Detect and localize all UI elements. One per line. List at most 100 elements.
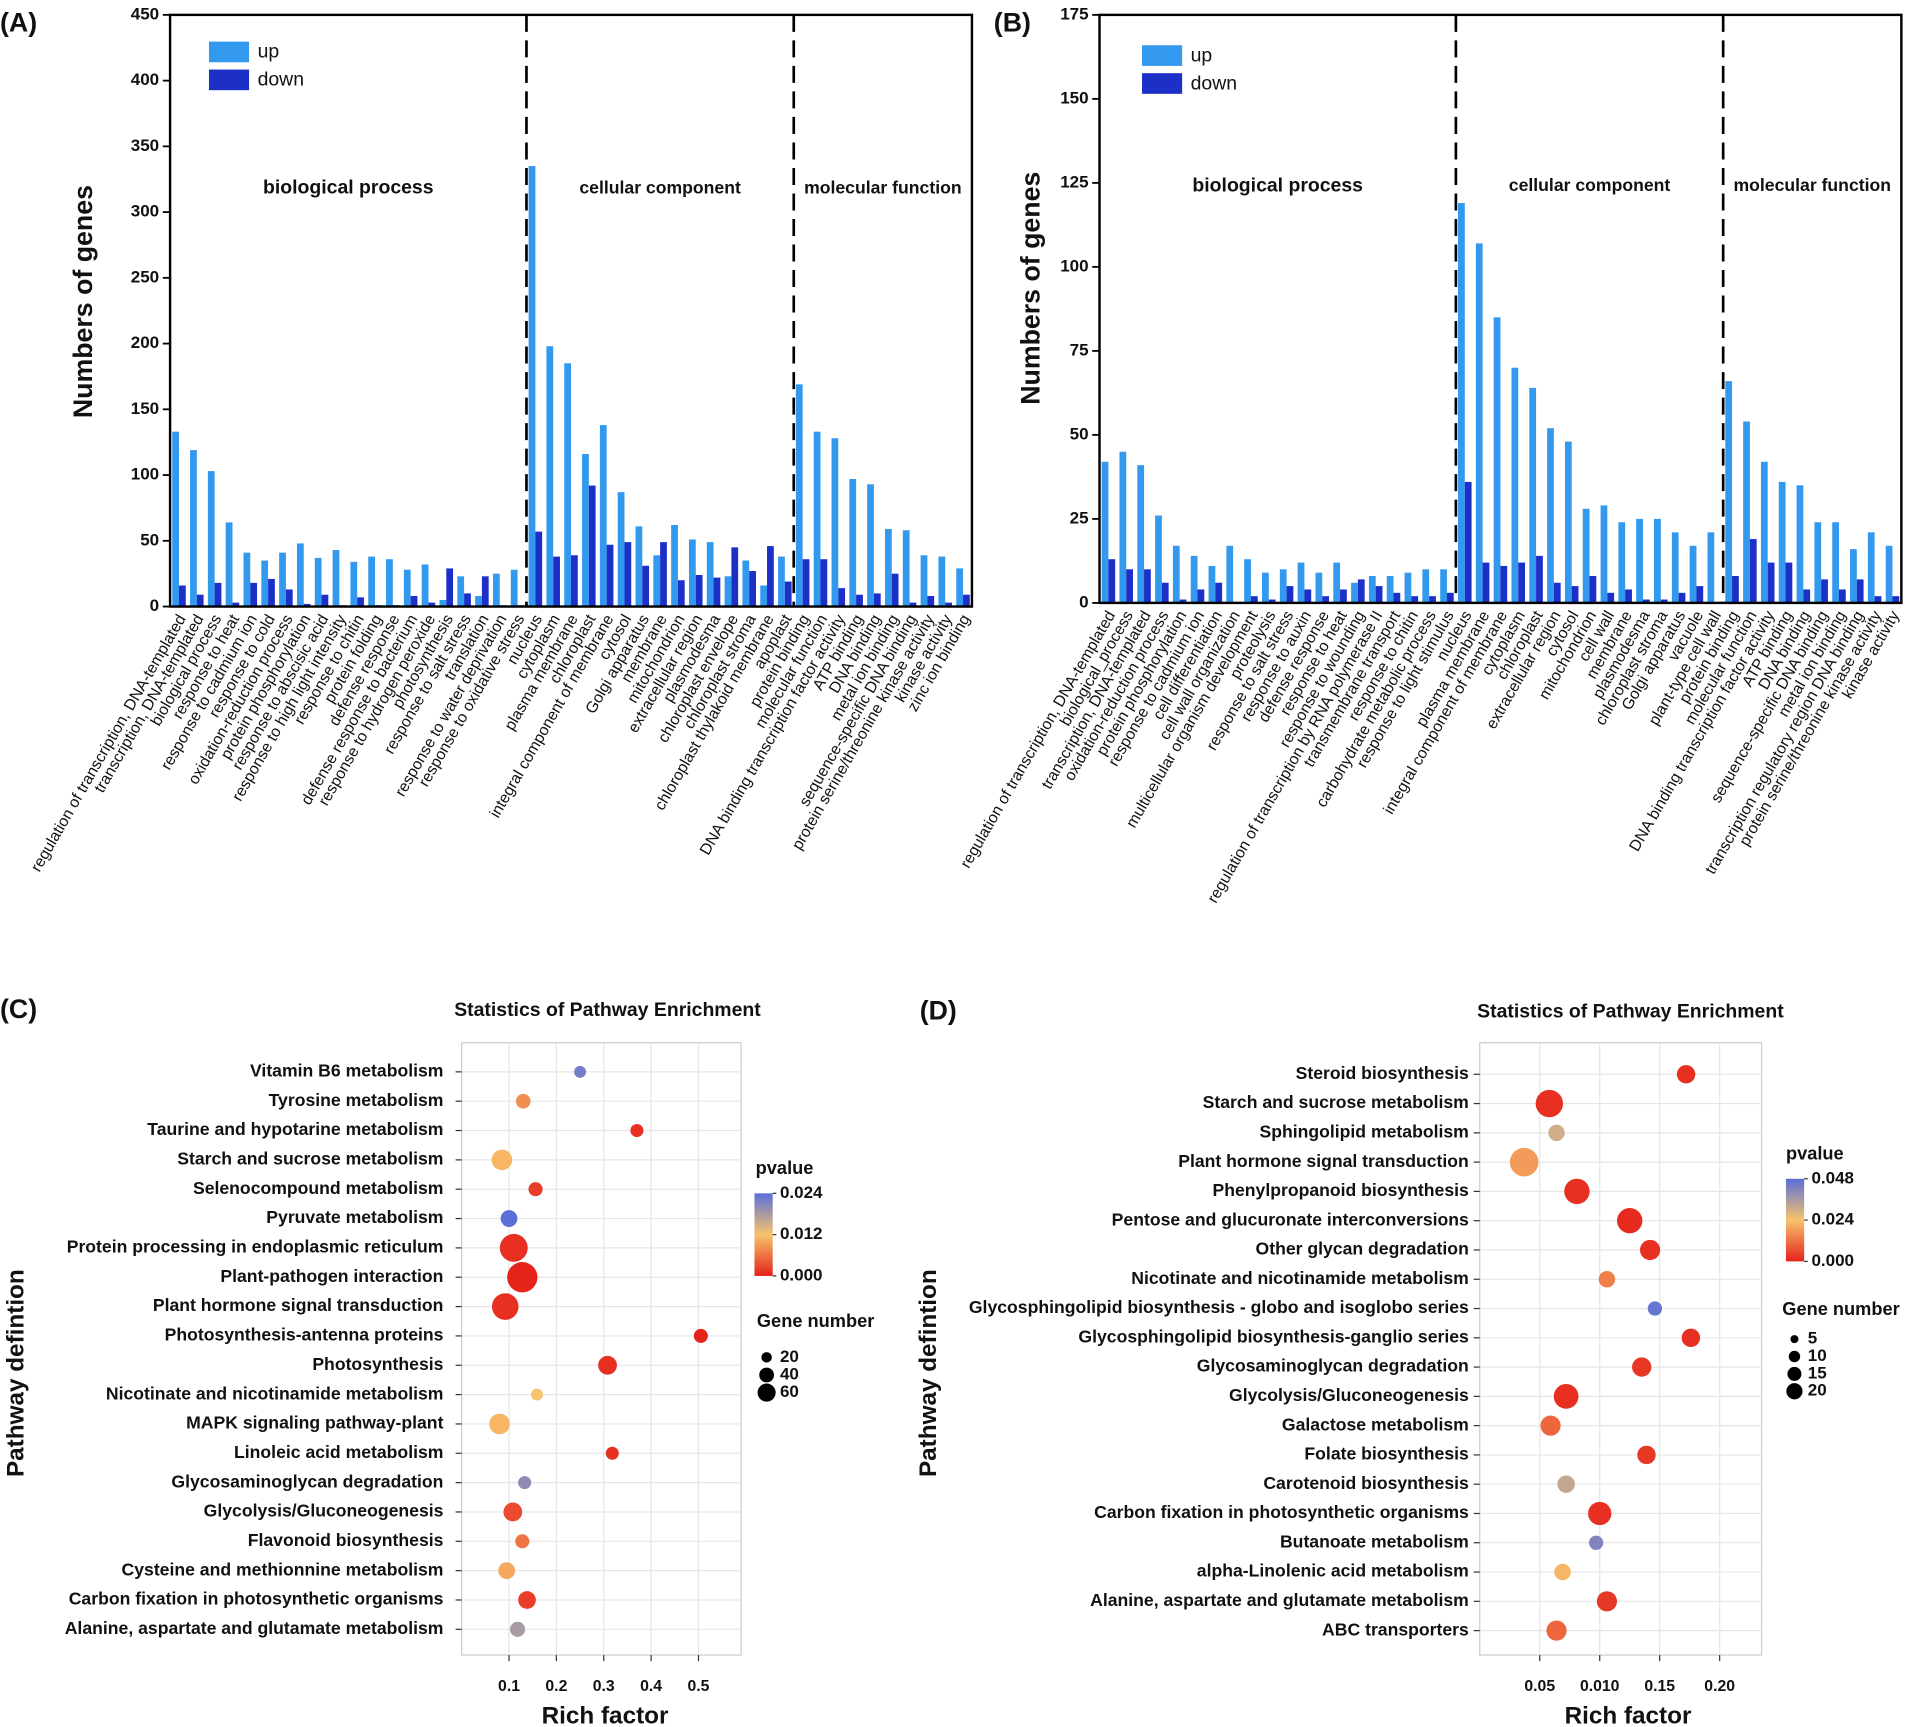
bar — [920, 555, 928, 607]
legend-swatch — [1142, 73, 1183, 94]
y-tick-label: Nicotinate and nicotinamide metabolism — [1131, 1268, 1469, 1288]
y-tick-label: Linoleic acid metabolism — [234, 1442, 443, 1462]
bar — [1422, 569, 1430, 603]
y-tick-label: Protein processing in endoplasmic reticu… — [67, 1237, 444, 1257]
bar — [1333, 562, 1341, 603]
colorbar-tick-label: 0.012 — [780, 1224, 823, 1243]
y-tick-label: Carbon fixation in photosynthetic organi… — [1094, 1502, 1469, 1522]
size-legend-tick-label: 20 — [1808, 1381, 1827, 1400]
bar — [421, 564, 429, 607]
bar — [1796, 485, 1804, 603]
x-axis-label: Rich factor — [542, 1702, 669, 1727]
bar — [1536, 555, 1543, 603]
y-tick-label: Glycosphingolipid biosynthesis - globo a… — [969, 1297, 1469, 1317]
bar — [1268, 599, 1276, 603]
y-axis-label: Numbers of genes — [68, 185, 98, 418]
colorbar-tick-label: 0.000 — [1811, 1251, 1854, 1270]
x-tick-label: 0.3 — [593, 1678, 615, 1695]
bubble — [1588, 1501, 1612, 1526]
bubble — [1535, 1089, 1564, 1118]
bar — [1279, 569, 1287, 603]
bar — [1767, 562, 1775, 603]
y-tick-label: 50 — [1070, 424, 1089, 443]
size-legend-label: Gene number — [1782, 1299, 1899, 1319]
bar — [1137, 465, 1145, 603]
bubble — [507, 1262, 538, 1293]
bar — [742, 560, 750, 607]
bar — [1144, 569, 1151, 603]
bubble — [499, 1233, 528, 1262]
bubble — [598, 1355, 617, 1375]
bar — [464, 593, 471, 607]
section-label: cellular component — [1509, 175, 1671, 195]
bar — [1161, 582, 1169, 603]
bar — [1411, 596, 1419, 603]
bar — [873, 593, 881, 607]
colorbar-tick-label: 0.000 — [780, 1265, 823, 1284]
y-tick-label: Cysteine and methionnine metabolism — [122, 1559, 444, 1579]
bar — [1636, 518, 1643, 603]
y-tick-label: Folate biosynthesis — [1304, 1444, 1469, 1464]
y-tick-label: 25 — [1070, 508, 1089, 527]
bar — [214, 582, 222, 607]
bubble — [1616, 1207, 1643, 1234]
bar — [1172, 545, 1180, 603]
y-tick-label: Plant hormone signal transduction — [1178, 1151, 1469, 1171]
bar — [1874, 596, 1882, 603]
colorbar-tick-label: 0.024 — [780, 1183, 823, 1202]
x-tick-label: regulation of transcription, DNA-templat… — [28, 612, 190, 875]
x-tick-label: 0.20 — [1704, 1678, 1735, 1695]
x-tick-label: 0.5 — [688, 1678, 710, 1695]
y-tick-label: Nicotinate and nicotinamide metabolism — [106, 1383, 444, 1403]
size-legend-tick-label: 10 — [1808, 1346, 1827, 1365]
bar — [956, 568, 964, 607]
size-legend-marker — [1787, 1366, 1802, 1381]
plot-frame — [168, 13, 974, 608]
y-tick-label: Steroid biosynthesis — [1296, 1063, 1469, 1083]
bar — [1208, 565, 1216, 603]
size-legend-marker — [761, 1352, 772, 1363]
bar — [1404, 572, 1412, 603]
y-tick-label: 0 — [1079, 592, 1088, 611]
x-tick-label: 0.1 — [498, 1678, 520, 1695]
bar — [321, 594, 329, 607]
bar — [1197, 589, 1205, 603]
bar — [250, 582, 258, 607]
bar — [1464, 481, 1472, 603]
size-legend-tick-label: 20 — [780, 1347, 799, 1366]
y-tick-label: alpha-Linolenic acid metabolism — [1197, 1561, 1469, 1581]
y-tick-label: Glycosaminoglycan degradation — [171, 1471, 443, 1491]
bar — [856, 594, 863, 607]
y-tick-label: MAPK signaling pathway-plant — [186, 1413, 443, 1433]
bubble — [1588, 1535, 1604, 1550]
bar — [410, 596, 418, 607]
bar — [813, 431, 821, 607]
bar — [831, 438, 839, 607]
bar — [528, 166, 536, 607]
size-legend-marker — [759, 1367, 775, 1383]
bar — [314, 557, 322, 607]
bubble — [574, 1065, 587, 1078]
bar — [303, 603, 311, 607]
bar — [1856, 579, 1864, 603]
bar — [1571, 586, 1579, 603]
y-tick-label: Carbon fixation in photosynthetic organi… — [69, 1589, 444, 1609]
y-tick-label: 450 — [131, 4, 159, 23]
bar — [1618, 522, 1626, 603]
legend-swatch — [208, 41, 250, 63]
bar — [1832, 522, 1839, 603]
bar — [481, 576, 489, 607]
bubble — [518, 1591, 536, 1609]
y-tick-label: Taurine and hypotarine metabolism — [147, 1119, 443, 1139]
bar — [1654, 518, 1661, 603]
y-tick-label: Tyrosine metabolism — [269, 1090, 444, 1110]
bubble — [510, 1621, 526, 1637]
bar — [1315, 572, 1323, 603]
y-tick-label: 50 — [140, 530, 159, 549]
bar — [1785, 562, 1793, 603]
y-tick-label: Butanoate metabolism — [1280, 1531, 1469, 1551]
bubble — [605, 1446, 619, 1460]
bubble — [1546, 1620, 1567, 1641]
bar — [403, 569, 411, 607]
